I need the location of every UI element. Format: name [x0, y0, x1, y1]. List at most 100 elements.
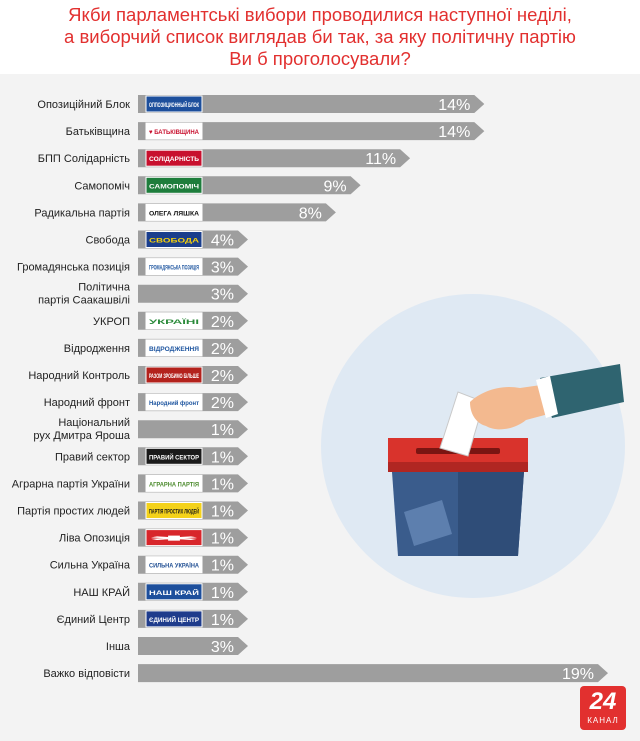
bar-row: Батьківщина ♥ БАТЬКІВЩИНА 14%: [66, 122, 485, 141]
value-label: 3%: [211, 260, 234, 277]
party-logo: ЄДИНИЙ ЦЕНТР: [145, 610, 203, 628]
party-logo: АГРАРНА ПАРТІЯ: [145, 474, 203, 492]
bar: [138, 637, 248, 655]
title-line-3: Ви б проголосували?: [229, 48, 411, 69]
category-label: НАШ КРАЙ: [73, 586, 130, 599]
bar: [138, 149, 411, 168]
party-logo: СВОБОДА: [145, 231, 203, 248]
party-logo: Народний фронт: [145, 393, 203, 411]
party-logo: НАШ КРАЙ: [145, 583, 203, 601]
bar-row: Інша 3%: [106, 637, 248, 656]
category-label: Єдиний Центр: [57, 614, 130, 626]
category-label: Правий сектор: [55, 451, 130, 463]
bar: [138, 420, 248, 439]
category-label: Партія простих людей: [17, 506, 130, 518]
category-label: Радикальна партія: [34, 207, 130, 219]
party-logo: УКРАЇНІ: [145, 312, 203, 330]
value-label: 2%: [211, 314, 234, 331]
bar-row: Відродження ВІДРОДЖЕННЯ 2%: [64, 338, 248, 358]
category-label: Ліва Опозиція: [59, 533, 130, 545]
header: Якби парламентські вибори проводилися на…: [0, 0, 640, 74]
party-logo: ✱: [145, 529, 204, 547]
svg-text:ВІДРОДЖЕННЯ: ВІДРОДЖЕННЯ: [149, 346, 199, 353]
bar-row: Народний фронт Народний фронт 2%: [44, 393, 248, 412]
logo-number: 24: [589, 688, 617, 715]
bar-row: Опозиційний Блок ОППОЗИЦИОННЫЙ БЛОК 14%: [37, 95, 485, 114]
bar-row: Політична партія Саакашвілі 3%: [38, 282, 248, 307]
party-logo: ОЛЕГА ЛЯШКА: [145, 203, 203, 221]
category-label: Національний рух Дмитра Яроша: [33, 417, 131, 442]
svg-text:ОППОЗИЦИОННЫЙ БЛОК: ОППОЗИЦИОННЫЙ БЛОК: [149, 100, 199, 109]
party-logo: РАЗОМ ЗРОБИМО БІЛЬШЕ: [145, 366, 203, 384]
bar-row: УКРОП УКРАЇНІ 2%: [93, 311, 248, 331]
bar-row: Радикальна партія ОЛЕГА ЛЯШКА 8%: [34, 203, 336, 222]
value-label: 2%: [211, 395, 234, 412]
value-label: 11%: [365, 151, 396, 168]
party-logo: ВІДРОДЖЕННЯ: [145, 339, 203, 357]
svg-text:ЄДИНИЙ ЦЕНТР: ЄДИНИЙ ЦЕНТР: [149, 615, 200, 624]
svg-text:Народний фронт: Народний фронт: [149, 399, 199, 407]
category-label: Важко відповісти: [43, 668, 130, 680]
svg-text:УКРАЇНІ: УКРАЇНІ: [149, 318, 199, 326]
ballot-inside: [404, 500, 452, 546]
party-logo: ПАРТІЯ ПРОСТИХ ЛЮДЕЙ: [145, 502, 203, 519]
value-label: 1%: [211, 449, 234, 466]
bar-row: Самопоміч САМОПОМІЧ 9%: [74, 176, 361, 195]
party-logo: ♥ БАТЬКІВЩИНА: [145, 122, 203, 140]
hand: [470, 384, 556, 430]
category-label: УКРОП: [93, 316, 130, 328]
bar-row: Громадянська позиція ГРОМАДЯНСЬКА ПОЗИЦІЯ…: [17, 257, 248, 277]
svg-text:СИЛЬНА УКРАЇНА: СИЛЬНА УКРАЇНА: [149, 562, 199, 570]
value-label: 1%: [211, 504, 234, 521]
svg-text:НАШ КРАЙ: НАШ КРАЙ: [149, 588, 199, 597]
party-logo: ГРОМАДЯНСЬКА ПОЗИЦІЯ: [145, 258, 203, 276]
value-label: 4%: [211, 233, 234, 250]
category-label: БПП Солідарність: [38, 153, 130, 165]
party-logo: СИЛЬНА УКРАЇНА: [145, 556, 203, 574]
value-label: 3%: [211, 287, 234, 304]
bar: [138, 95, 485, 113]
value-label: 2%: [211, 341, 234, 358]
svg-text:СВОБОДА: СВОБОДА: [149, 238, 199, 245]
bar-row: БПП Солідарність СОЛІДАРНІСТЬ 11%: [38, 149, 411, 168]
category-label: Свобода: [86, 235, 131, 247]
bar-row: Єдиний Центр ЄДИНИЙ ЦЕНТР 1%: [57, 609, 248, 629]
svg-text:РАЗОМ ЗРОБИМО БІЛЬШЕ: РАЗОМ ЗРОБИМО БІЛЬШЕ: [149, 373, 199, 380]
bar-row: Народний Контроль РАЗОМ ЗРОБИМО БІЛЬШЕ 2%: [28, 366, 248, 385]
bar: [138, 284, 248, 303]
value-label: 1%: [211, 531, 234, 548]
category-label: Батьківщина: [66, 126, 131, 138]
value-label: 8%: [299, 205, 322, 222]
bar-row: Національний рух Дмитра Яроша 1%: [33, 417, 248, 442]
category-label: Народний Контроль: [28, 370, 130, 382]
value-label: 3%: [211, 639, 234, 656]
value-label: 14%: [438, 124, 470, 141]
svg-text:САМОПОМІЧ: САМОПОМІЧ: [149, 183, 200, 190]
category-label: Політична партія Саакашвілі: [38, 282, 131, 307]
category-label: Аграрна партія України: [12, 478, 130, 490]
bar: [138, 122, 485, 141]
category-label: Сильна Україна: [50, 560, 131, 572]
svg-text:ГРОМАДЯНСЬКА ПОЗИЦІЯ: ГРОМАДЯНСЬКА ПОЗИЦІЯ: [149, 265, 199, 272]
category-label: Інша: [106, 641, 131, 653]
category-label: Народний фронт: [44, 397, 130, 409]
category-label: Громадянська позиція: [17, 262, 130, 274]
value-label: 2%: [211, 368, 234, 385]
svg-text:АГРАРНА ПАРТІЯ: АГРАРНА ПАРТІЯ: [149, 481, 199, 488]
svg-text:ОЛЕГА ЛЯШКА: ОЛЕГА ЛЯШКА: [149, 210, 199, 217]
logo-word: КАНАЛ: [587, 716, 619, 725]
bar-row: Партія простих людей ПАРТІЯ ПРОСТИХ ЛЮДЕЙ…: [17, 501, 248, 521]
bar-row: Свобода СВОБОДА 4%: [86, 230, 248, 250]
bar-row: Сильна Україна СИЛЬНА УКРАЇНА 1%: [50, 555, 248, 575]
svg-text:♥ БАТЬКІВЩИНА: ♥ БАТЬКІВЩИНА: [149, 129, 199, 136]
title-line-2: а виборчий список виглядав би так, за як…: [64, 26, 576, 47]
value-label: 14%: [438, 97, 470, 114]
party-logo: СОЛІДАРНІСТЬ: [145, 149, 203, 167]
category-label: Відродження: [64, 343, 130, 355]
channel-24-logo: 24 КАНАЛ: [580, 686, 626, 730]
sleeve: [540, 364, 624, 418]
value-label: 9%: [324, 178, 347, 195]
bar-row: НАШ КРАЙ НАШ КРАЙ 1%: [73, 582, 248, 602]
svg-text:ПРАВИЙ СЕКТОР: ПРАВИЙ СЕКТОР: [149, 452, 200, 461]
